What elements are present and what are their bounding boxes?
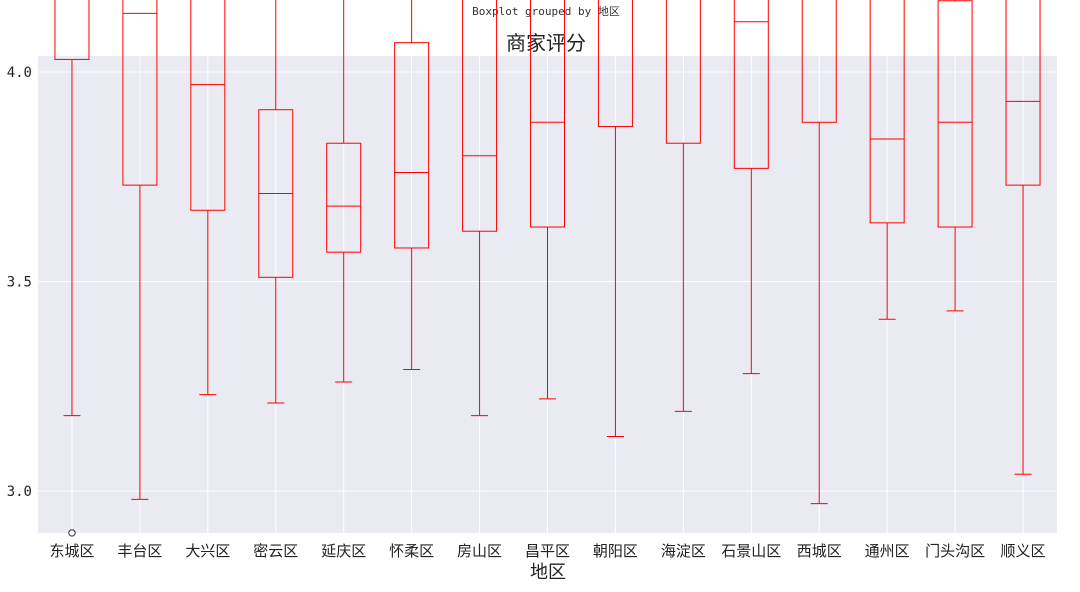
- boxes-group: [54, 0, 1041, 537]
- x-tick-label: 密云区: [253, 542, 298, 560]
- box-大兴区: [190, 0, 226, 396]
- y-tick-label: 3.0: [7, 484, 32, 500]
- box-密云区: [258, 0, 294, 404]
- box-iqr: [665, 0, 701, 144]
- chart-title: 商家评分: [506, 31, 586, 55]
- x-tick-label: 房山区: [457, 542, 502, 560]
- x-axis-ticks: 东城区 丰台区 大兴区 密云区 延庆区 怀柔区 房山区 昌平区 朝阳区 海淀区 石景山区 西城区 通州区…: [49, 542, 1045, 560]
- y-axis-ticks: 3.03.54.04.55.0: [7, 65, 32, 500]
- box-通州区: [869, 0, 905, 320]
- box-门头沟区: [937, 0, 973, 312]
- box-iqr: [597, 0, 633, 127]
- box-iqr: [394, 42, 430, 249]
- box-东城区: [54, 0, 90, 537]
- box-iqr: [530, 0, 565, 228]
- box-朝阳区: [597, 0, 633, 438]
- box-丰台区: [122, 0, 158, 500]
- x-tick-label: 西城区: [797, 542, 842, 560]
- box-iqr: [54, 0, 90, 60]
- y-tick-label: 4.0: [7, 65, 32, 81]
- x-tick-label: 怀柔区: [389, 542, 434, 560]
- box-怀柔区: [394, 0, 430, 370]
- x-tick-label: 顺义区: [1001, 542, 1046, 560]
- box-iqr: [462, 0, 498, 232]
- x-axis-label: 地区: [530, 562, 566, 583]
- x-tick-label: 大兴区: [185, 542, 230, 560]
- x-tick-label: 丰台区: [117, 542, 162, 560]
- box-iqr: [869, 0, 905, 224]
- box-iqr: [937, 0, 973, 228]
- box-iqr: [190, 0, 226, 211]
- x-tick-label: 海淀区: [661, 542, 706, 560]
- box-iqr: [122, 0, 158, 186]
- box-iqr: [326, 142, 362, 253]
- box-顺义区: [1005, 0, 1041, 475]
- outlier-point: [68, 529, 76, 537]
- x-tick-label: 通州区: [865, 542, 910, 560]
- box-昌平区: [530, 0, 565, 400]
- x-tick-label: 昌平区: [525, 542, 570, 560]
- x-tick-label: 朝阳区: [593, 542, 638, 560]
- box-iqr: [733, 0, 769, 169]
- box-iqr: [801, 0, 837, 123]
- box-延庆区: [326, 0, 362, 383]
- x-tick-label: 东城区: [49, 542, 94, 560]
- box-海淀区: [665, 0, 701, 412]
- y-tick-label: 3.5: [7, 275, 32, 291]
- chart-suptitle: Boxplot grouped by 地区: [472, 5, 620, 18]
- x-tick-label: 石景山区: [721, 542, 781, 560]
- box-石景山区: [733, 0, 769, 375]
- box-房山区: [462, 0, 498, 417]
- box-西城区: [801, 0, 837, 505]
- box-iqr: [1005, 0, 1041, 186]
- x-tick-label: 延庆区: [321, 542, 366, 560]
- x-tick-label: 门头沟区: [925, 542, 985, 560]
